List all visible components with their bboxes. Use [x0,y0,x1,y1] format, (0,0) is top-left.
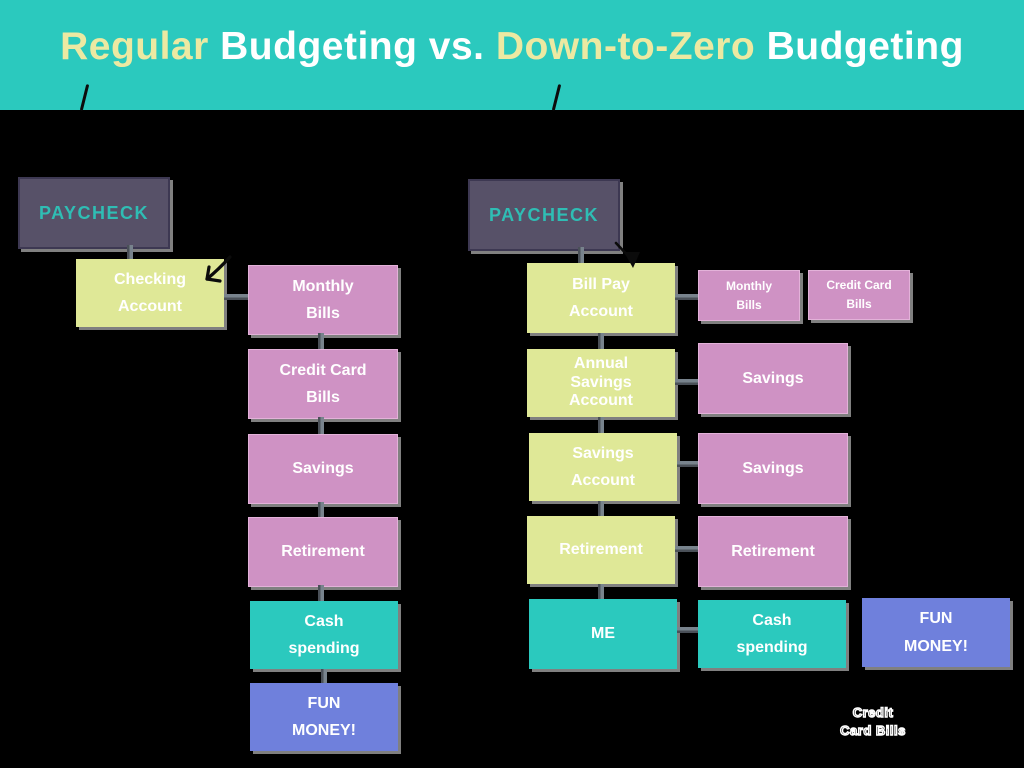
connector [598,501,604,516]
node-monthly-bills-right: Monthly Bills [698,270,800,321]
node-savings-dest-1: Savings [698,343,848,414]
node-annual-savings-account: Annual Savings Account [527,349,675,417]
node-paycheck-right: PAYCHECK [468,179,620,251]
node-savings-account: Savings Account [529,433,677,501]
node-bill-pay-account: Bill Pay Account [527,263,675,333]
hand-drawn-arrow-icon [205,255,232,283]
header-band: Regular Budgeting vs. Down-to-Zero Budge… [0,0,1024,111]
connector [675,546,698,552]
connector [598,584,604,599]
node-savings-left: Savings [248,434,398,504]
connector [598,333,604,349]
connector [127,245,133,259]
hand-drawn-arrow-icon [614,241,640,268]
node-cash-spending-right: Cash spending [698,600,846,668]
title-end: Budgeting [755,25,964,68]
title-down-to-zero: Down-to-Zero [495,25,756,68]
connector [321,669,327,683]
connector [578,247,584,263]
connector [318,417,324,434]
annotation-stroke-left [79,84,90,111]
node-retirement-source: Retirement [527,516,675,584]
connector [318,585,324,601]
connector [677,461,698,467]
connector [598,417,604,433]
node-paycheck-left: PAYCHECK [18,177,170,249]
title-regular: Regular [60,25,209,68]
connector [318,502,324,517]
node-credit-card-bills-right: Credit Card Bills [808,270,910,320]
node-retirement-dest: Retirement [698,516,848,587]
annotation-stroke-right [551,84,562,111]
node-checking-account: Checking Account [76,259,224,327]
node-monthly-bills-left: Monthly Bills [248,265,398,335]
node-cash-spending-left: Cash spending [250,601,398,669]
node-me: ME [529,599,677,669]
node-retirement-left: Retirement [248,517,398,587]
connector [675,294,698,300]
node-fun-money-left: FUN MONEY! [250,683,398,751]
connector [677,627,698,633]
connector [224,294,248,300]
credit-card-bills-note: Credit Card Bills [839,704,906,738]
title-mid: Budgeting vs. [208,25,496,68]
page-title: Regular Budgeting vs. Down-to-Zero Budge… [0,25,1024,69]
connector [318,333,324,349]
node-credit-card-bills-left: Credit Card Bills [248,349,398,419]
node-savings-dest-2: Savings [698,433,848,504]
node-fun-money-right: FUN MONEY! [862,598,1010,667]
connector [675,379,698,385]
